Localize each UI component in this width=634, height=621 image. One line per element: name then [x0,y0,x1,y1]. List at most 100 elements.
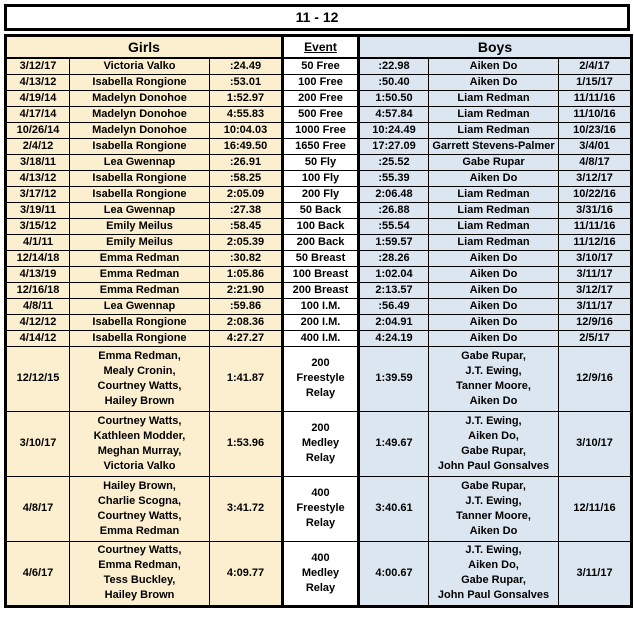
girls-name-cell: Isabella Rongione [69,185,210,203]
girls-time-cell: :53.01 [209,73,284,91]
age-group-title: 11 - 12 [4,4,630,31]
event-cell: 400 Freestyle Relay [281,475,360,542]
record-row: 3/19/11 Lea Gwennap :27.38 50 Back :26.8… [5,201,633,219]
records-body: 3/12/17 Victoria Valko :24.49 50 Free :2… [5,57,633,607]
girls-date-cell: 10/26/14 [5,121,70,139]
boys-time-cell: 1:49.67 [357,410,429,477]
boys-date-cell: 3/10/17 [557,249,633,267]
event-cell: 50 Breast [281,249,360,267]
boys-time-cell: 4:57.84 [357,105,429,123]
boys-name-cell: Aiken Do [428,265,559,283]
event-cell: 50 Fly [281,153,360,171]
girls-time-cell: 1:05.86 [209,265,284,283]
boys-date-cell: 3/12/17 [557,281,633,299]
event-cell: 1000 Free [281,121,360,139]
girls-name-cell: Lea Gwennap [69,153,210,171]
girls-name-cell: Emma Redman [69,249,210,267]
boys-date-cell: 3/10/17 [557,410,633,477]
record-row: 10/26/14 Madelyn Donohoe 10:04.03 1000 F… [5,121,633,139]
record-row: 3/12/17 Victoria Valko :24.49 50 Free :2… [5,57,633,75]
girls-time-cell: 1:53.96 [209,410,284,477]
boys-name-cell: Liam Redman [428,217,559,235]
record-row: 3/17/12 Isabella Rongione 2:05.09 200 Fl… [5,185,633,203]
event-cell: 100 Back [281,217,360,235]
event-cell: 100 Free [281,73,360,91]
girls-name-cell: Isabella Rongione [69,137,210,155]
girls-time-cell: :58.45 [209,217,284,235]
girls-name-cell: Isabella Rongione [69,329,210,347]
girls-date-cell: 3/17/12 [5,185,70,203]
record-row: 4/13/12 Isabella Rongione :58.25 100 Fly… [5,169,633,187]
girls-time-cell: :27.38 [209,201,284,219]
event-cell: 100 Breast [281,265,360,283]
girls-name-cell: Madelyn Donohoe [69,105,210,123]
boys-date-cell: 3/11/17 [557,297,633,315]
girls-time-cell: :30.82 [209,249,284,267]
event-cell: 50 Free [281,57,360,75]
boys-time-cell: 4:00.67 [357,540,429,607]
girls-time-cell: 1:41.87 [209,345,284,412]
record-row: 4/8/11 Lea Gwennap :59.86 100 I.M. :56.4… [5,297,633,315]
event-cell: 100 Fly [281,169,360,187]
girls-time-cell: 2:05.09 [209,185,284,203]
girls-date-cell: 3/12/17 [5,57,70,75]
record-row: 4/14/12 Isabella Rongione 4:27.27 400 I.… [5,329,633,347]
boys-date-cell: 3/11/17 [557,265,633,283]
girls-time-cell: 2:21.90 [209,281,284,299]
girls-date-cell: 4/17/14 [5,105,70,123]
event-column-header: Event [281,35,360,59]
boys-name-cell: Liam Redman [428,121,559,139]
girls-date-cell: 12/16/18 [5,281,70,299]
record-row: 3/18/11 Lea Gwennap :26.91 50 Fly :25.52… [5,153,633,171]
girls-date-cell: 3/15/12 [5,217,70,235]
header-row: Girls Event Boys [5,35,633,59]
event-cell: 100 I.M. [281,297,360,315]
girls-name-cell: Isabella Rongione [69,169,210,187]
boys-date-cell: 11/11/16 [557,89,633,107]
boys-name-cell: J.T. Ewing, Aiken Do, Gabe Rupar, John P… [428,410,559,477]
record-row: 3/10/17 Courtney Watts, Kathleen Modder,… [5,410,633,477]
girls-date-cell: 4/14/12 [5,329,70,347]
girls-name-cell: Madelyn Donohoe [69,89,210,107]
girls-time-cell: 2:08.36 [209,313,284,331]
event-cell: 200 Breast [281,281,360,299]
girls-name-cell: Emily Meilus [69,217,210,235]
boys-name-cell: Aiken Do [428,297,559,315]
boys-time-cell: 1:39.59 [357,345,429,412]
boys-name-cell: Aiken Do [428,313,559,331]
event-header-label: Event [304,39,337,54]
girls-time-cell: :58.25 [209,169,284,187]
girls-date-cell: 4/8/11 [5,297,70,315]
boys-date-cell: 12/9/16 [557,313,633,331]
girls-name-cell: Hailey Brown, Charlie Scogna, Courtney W… [69,475,210,542]
girls-time-cell: 2:05.39 [209,233,284,251]
record-row: 4/12/12 Isabella Rongione 2:08.36 200 I.… [5,313,633,331]
girls-name-cell: Courtney Watts, Emma Redman, Tess Buckle… [69,540,210,607]
boys-date-cell: 12/11/16 [557,475,633,542]
boys-time-cell: 1:59.57 [357,233,429,251]
girls-date-cell: 12/14/18 [5,249,70,267]
age-group-label: 11 - 12 [295,9,339,25]
girls-time-cell: 16:49.50 [209,137,284,155]
girls-date-cell: 4/13/12 [5,169,70,187]
girls-date-cell: 4/12/12 [5,313,70,331]
record-row: 12/12/15 Emma Redman, Mealy Cronin, Cour… [5,345,633,412]
girls-name-cell: Emily Meilus [69,233,210,251]
boys-time-cell: 10:24.49 [357,121,429,139]
record-row: 12/14/18 Emma Redman :30.82 50 Breast :2… [5,249,633,267]
boys-date-cell: 2/5/17 [557,329,633,347]
boys-name-cell: Liam Redman [428,233,559,251]
record-row: 2/4/12 Isabella Rongione 16:49.50 1650 F… [5,137,633,155]
girls-date-cell: 4/19/14 [5,89,70,107]
boys-time-cell: :55.54 [357,217,429,235]
girls-time-cell: 1:52.97 [209,89,284,107]
girls-name-cell: Isabella Rongione [69,313,210,331]
boys-date-cell: 11/10/16 [557,105,633,123]
boys-date-cell: 11/11/16 [557,217,633,235]
boys-name-cell: Aiken Do [428,329,559,347]
event-cell: 200 Free [281,89,360,107]
record-row: 4/8/17 Hailey Brown, Charlie Scogna, Cou… [5,475,633,542]
record-row: 4/19/14 Madelyn Donohoe 1:52.97 200 Free… [5,89,633,107]
boys-name-cell: Aiken Do [428,169,559,187]
